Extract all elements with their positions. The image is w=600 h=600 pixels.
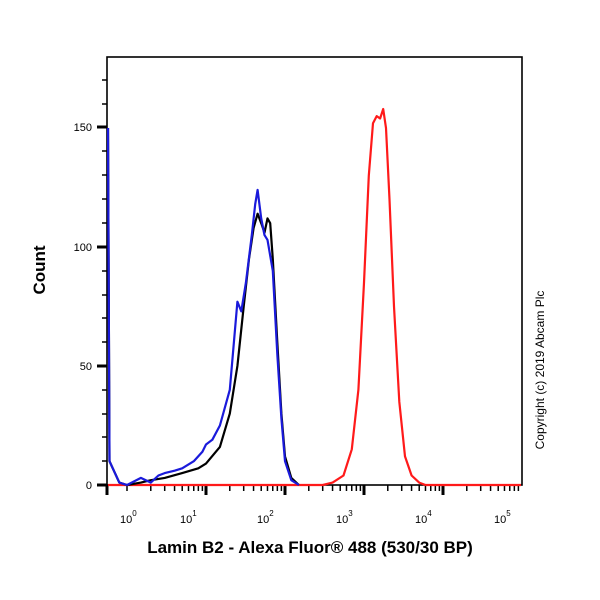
x-tick-labels: 100 101 102 103 104 105 xyxy=(120,509,511,526)
y-axis-label: Count xyxy=(30,245,49,295)
plot-frame xyxy=(106,56,523,486)
copyright-notice: Copyright (c) 2019 Abcam Plc xyxy=(533,290,547,450)
y-axis xyxy=(97,79,107,487)
x-tick-label: 101 xyxy=(180,509,197,526)
y-tick-label: 150 xyxy=(74,122,92,134)
series-blue-isotype xyxy=(106,127,300,487)
y-tick-label: 50 xyxy=(80,361,92,373)
x-axis xyxy=(105,485,520,495)
y-tick-label: 0 xyxy=(86,480,92,492)
series-red-lamin-b2 xyxy=(108,107,521,487)
x-tick-label: 105 xyxy=(494,509,511,526)
series-black-control xyxy=(106,127,300,487)
plot-area xyxy=(106,107,521,487)
x-tick-label: 103 xyxy=(336,509,353,526)
x-tick-label: 102 xyxy=(257,509,274,526)
x-tick-label: 100 xyxy=(120,509,137,526)
y-tick-label: 100 xyxy=(74,242,92,254)
x-tick-label: 104 xyxy=(415,509,432,526)
x-axis-label: Lamin B2 - Alexa Fluor® 488 (530/30 BP) xyxy=(147,538,473,557)
y-tick-labels: 0 50 100 150 xyxy=(74,122,92,492)
